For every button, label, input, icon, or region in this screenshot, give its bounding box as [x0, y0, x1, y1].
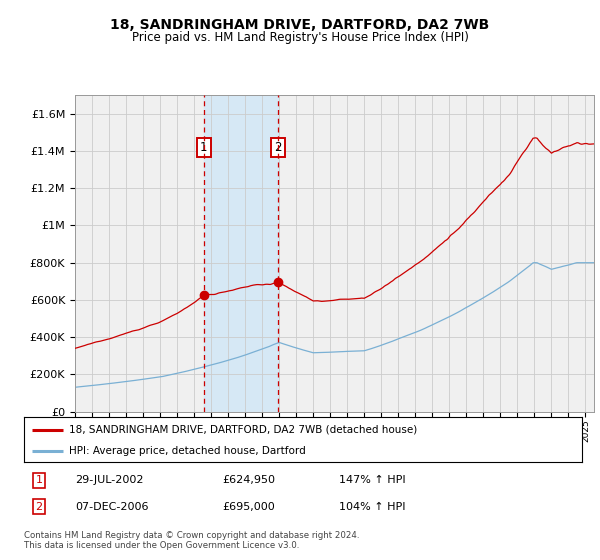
Text: 29-JUL-2002: 29-JUL-2002	[75, 475, 143, 486]
Text: 2: 2	[35, 502, 43, 512]
Text: £624,950: £624,950	[222, 475, 275, 486]
Bar	[204, 95, 278, 412]
Text: 18, SANDRINGHAM DRIVE, DARTFORD, DA2 7WB (detached house): 18, SANDRINGHAM DRIVE, DARTFORD, DA2 7WB…	[68, 424, 417, 435]
Text: 1: 1	[35, 475, 43, 486]
Text: 1: 1	[200, 141, 208, 154]
Text: 2: 2	[274, 141, 281, 154]
Text: 07-DEC-2006: 07-DEC-2006	[75, 502, 149, 512]
Text: Price paid vs. HM Land Registry's House Price Index (HPI): Price paid vs. HM Land Registry's House …	[131, 31, 469, 44]
Text: 147% ↑ HPI: 147% ↑ HPI	[339, 475, 406, 486]
Text: HPI: Average price, detached house, Dartford: HPI: Average price, detached house, Dart…	[68, 446, 305, 456]
Text: £695,000: £695,000	[222, 502, 275, 512]
Text: Contains HM Land Registry data © Crown copyright and database right 2024.
This d: Contains HM Land Registry data © Crown c…	[24, 531, 359, 550]
Text: 104% ↑ HPI: 104% ↑ HPI	[339, 502, 406, 512]
Text: 18, SANDRINGHAM DRIVE, DARTFORD, DA2 7WB: 18, SANDRINGHAM DRIVE, DARTFORD, DA2 7WB	[110, 18, 490, 32]
